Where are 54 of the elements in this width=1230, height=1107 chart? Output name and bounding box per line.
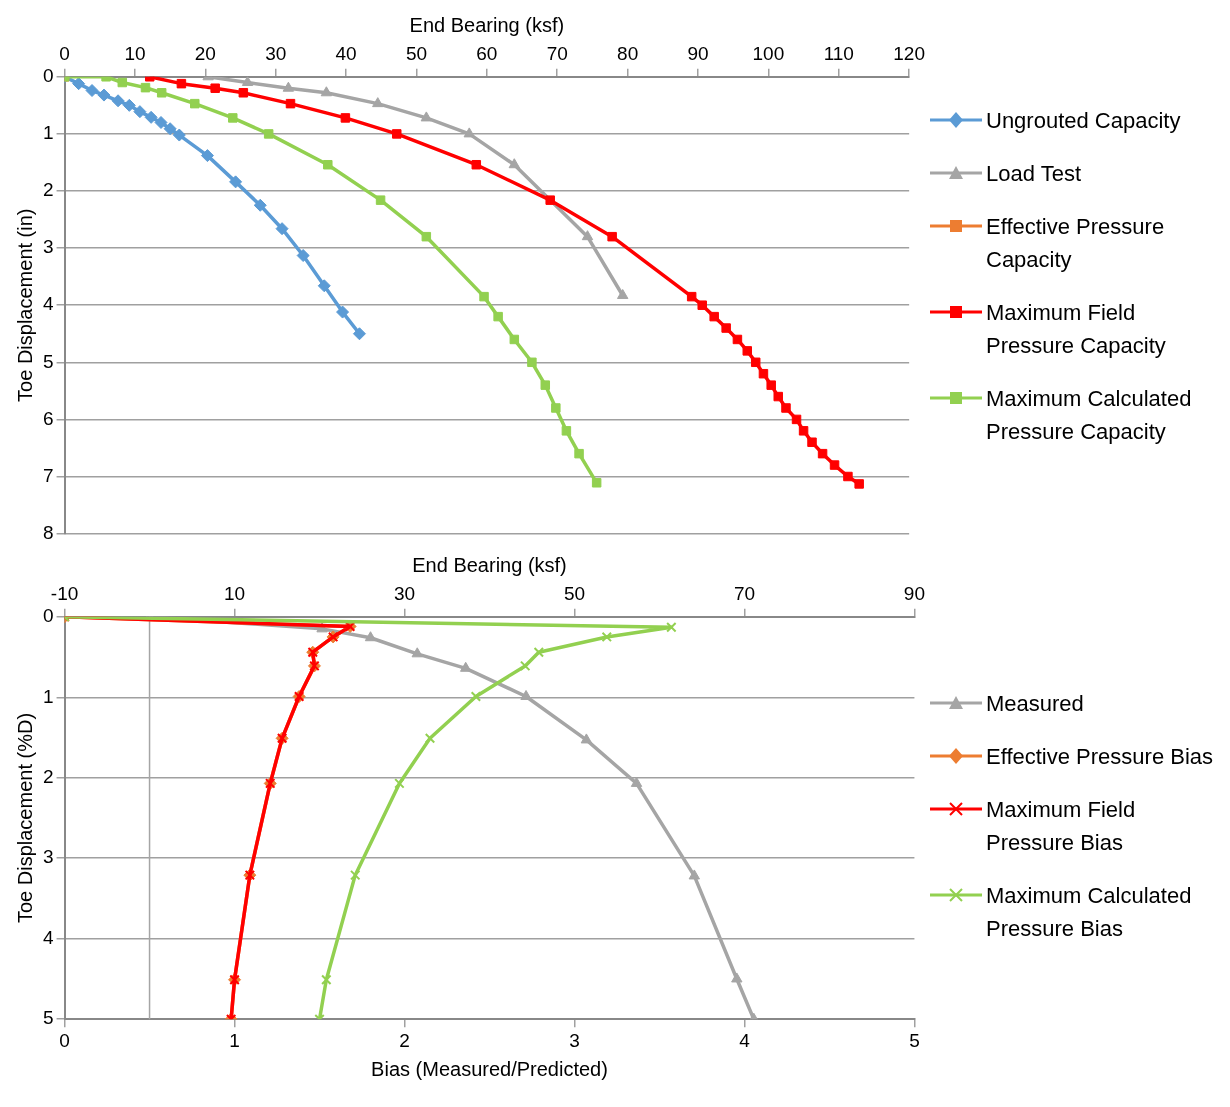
legend-label: Load Test [986,160,1082,188]
x-tick-label: 0 [59,42,70,64]
x-axis-title: End Bearing (ksf) [409,13,565,36]
x-tick-label: 60 [476,42,498,64]
x-tick-label: 120 [893,42,925,64]
x-tick-label: 70 [546,42,568,64]
y-axis-title: Toe Displacement (%D) [13,712,36,924]
x-tick-label: 0 [59,1029,70,1051]
x-axis-title: Bias (Measured/Predicted) [371,1057,608,1080]
x-tick-label: 110 [823,42,854,64]
x-tick-label: 40 [335,42,357,64]
x-tick-label: 90 [687,42,709,64]
x2-tick-label: 90 [903,582,925,604]
y-tick-label: 6 [42,407,54,429]
legend-label: Ungrouted Capacity [986,107,1181,135]
y-axis-title: Toe Displacement (in) [13,208,36,402]
x2-tick-label: 70 [733,582,756,604]
y-tick-label: 1 [42,685,54,707]
y-tick-label: 4 [42,926,54,948]
x2-tick-label: 10 [223,582,246,604]
x-tick-label: 50 [405,42,428,64]
legend-label: Maximum Calculated Pressure Bias [986,882,1193,943]
x-tick-label: 1 [229,1029,240,1051]
y-tick-label: 3 [42,846,54,868]
y-tick-label: 2 [42,179,54,201]
legend-label: Maximum Calculated Pressure Capacity [986,385,1193,446]
y-tick-label: 0 [42,605,54,627]
x-tick-label: 5 [909,1029,920,1051]
y-tick-label: 7 [42,464,54,486]
legend-label: Effective Pressure Bias [986,743,1214,771]
legend-label: Measured [986,690,1084,718]
y-tick-label: 1 [42,122,54,144]
y-tick-label: 5 [42,350,54,372]
legend-label: Effective Pressure Capacity [986,213,1166,274]
y-tick-label: 5 [42,1007,54,1029]
x2-tick-label: 30 [393,582,416,604]
y-tick-label: 2 [42,765,54,787]
y-tick-label: 3 [42,236,54,258]
x-tick-label: 2 [399,1029,410,1051]
x-tick-label: 10 [124,42,146,64]
x-tick-label: 20 [194,42,216,64]
y-tick-label: 0 [42,65,54,87]
x2-axis-title: End Bearing (ksf) [412,553,567,576]
x-tick-label: 80 [617,42,639,64]
legend-label: Maximum Field Pressure Bias [986,796,1137,857]
x-tick-label: 3 [569,1029,580,1051]
x2-tick-label: 50 [563,582,586,604]
legend-label: Maximum Field Pressure Capacity [986,299,1167,360]
x-tick-label: 4 [739,1029,751,1051]
x-tick-label: 30 [265,42,287,64]
x2-tick-label: -10 [50,582,79,604]
x-tick-label: 100 [752,42,785,64]
y-tick-label: 8 [42,521,54,543]
y-tick-label: 4 [42,293,54,315]
